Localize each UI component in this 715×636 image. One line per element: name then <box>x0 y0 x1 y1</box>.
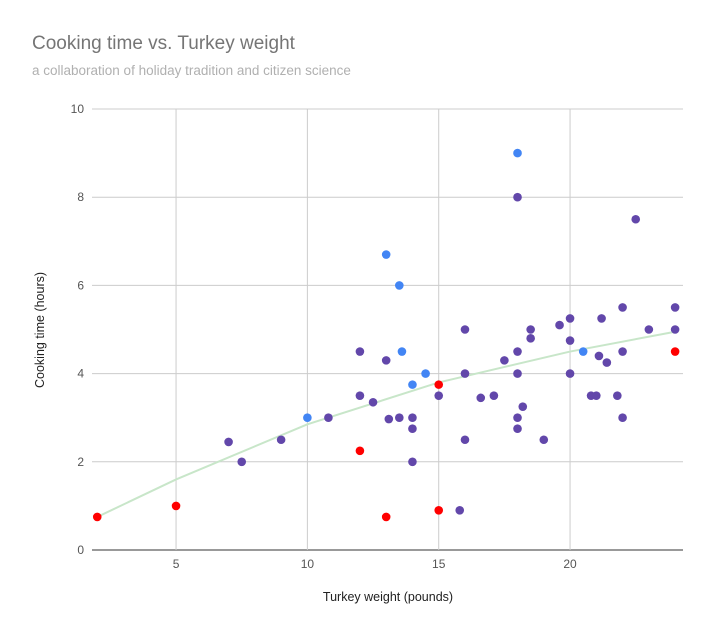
data-point-purple <box>592 391 601 400</box>
x-tick-label: 15 <box>432 557 446 571</box>
data-point-red <box>171 501 181 511</box>
data-point-purple <box>555 320 564 330</box>
data-point-purple <box>224 437 233 447</box>
data-point-purple <box>631 214 641 224</box>
data-point-purple <box>513 413 522 423</box>
data-point-purple <box>460 369 470 378</box>
data-point-purple <box>476 393 486 403</box>
data-point-red <box>670 347 680 356</box>
data-point-purple <box>618 413 627 423</box>
y-tick-label: 10 <box>71 102 85 116</box>
chart-subtitle: a collaboration of holiday tradition and… <box>32 63 351 78</box>
data-point-purple <box>460 435 470 445</box>
y-axis-title: Cooking time (hours) <box>33 272 47 388</box>
data-point-purple <box>355 391 365 400</box>
data-point-red <box>92 512 102 522</box>
tick-labels: 0 2 4 6 8 10 5 10 15 20 <box>71 102 577 571</box>
data-point-blue <box>397 347 407 356</box>
y-tick-label: 6 <box>77 278 84 292</box>
y-tick-label: 8 <box>77 190 84 204</box>
data-point-blue <box>513 148 522 158</box>
data-point-blue <box>578 347 588 356</box>
data-point-purple <box>526 325 535 334</box>
data-point-purple <box>513 369 522 378</box>
data-point-purple <box>618 347 627 356</box>
data-point-purple <box>381 356 391 365</box>
x-tick-label: 5 <box>173 557 180 571</box>
data-point-purple <box>670 325 680 334</box>
x-axis-title: Turkey weight (pounds) <box>323 590 453 604</box>
data-point-purple <box>602 358 612 367</box>
points-group <box>92 148 680 522</box>
x-tick-label: 10 <box>301 557 315 571</box>
data-point-purple <box>489 391 499 400</box>
data-point-purple <box>455 506 465 515</box>
data-point-purple <box>565 336 575 345</box>
data-point-purple <box>434 391 444 400</box>
grid-lines <box>92 108 683 551</box>
data-point-purple <box>408 457 417 467</box>
data-point-purple <box>539 435 549 445</box>
data-point-red <box>355 446 365 456</box>
data-point-purple <box>324 413 333 423</box>
x-tick-label: 20 <box>563 557 577 571</box>
data-point-purple <box>513 424 522 434</box>
data-point-purple <box>513 347 522 356</box>
data-point-purple <box>395 413 404 423</box>
data-point-blue <box>395 281 404 290</box>
data-point-purple <box>408 424 417 434</box>
data-point-purple <box>613 391 622 400</box>
data-point-purple <box>526 334 535 343</box>
y-tick-label: 4 <box>77 367 84 381</box>
data-point-blue <box>408 380 417 389</box>
data-point-purple <box>276 435 286 445</box>
data-point-blue <box>381 250 391 259</box>
data-point-purple <box>355 347 365 356</box>
data-point-purple <box>597 314 606 323</box>
data-point-purple <box>460 325 470 334</box>
data-point-blue <box>303 413 312 423</box>
chart-title: Cooking time vs. Turkey weight <box>32 33 295 54</box>
data-point-purple <box>644 325 654 334</box>
data-point-red <box>434 380 444 389</box>
data-point-purple <box>618 303 627 312</box>
data-point-purple <box>594 351 604 361</box>
data-point-purple <box>237 457 247 467</box>
y-tick-label: 2 <box>77 455 84 469</box>
data-point-red <box>381 512 391 522</box>
data-point-purple <box>500 356 509 365</box>
data-point-blue <box>421 369 430 378</box>
data-point-purple <box>368 397 378 407</box>
y-tick-label: 0 <box>77 543 84 557</box>
data-point-purple <box>518 402 528 411</box>
data-point-purple <box>565 314 575 323</box>
data-point-purple <box>565 369 575 378</box>
data-point-purple <box>384 414 394 424</box>
data-point-purple <box>513 192 522 202</box>
data-point-red <box>434 506 444 515</box>
data-point-purple <box>408 413 417 423</box>
data-point-purple <box>670 303 680 312</box>
